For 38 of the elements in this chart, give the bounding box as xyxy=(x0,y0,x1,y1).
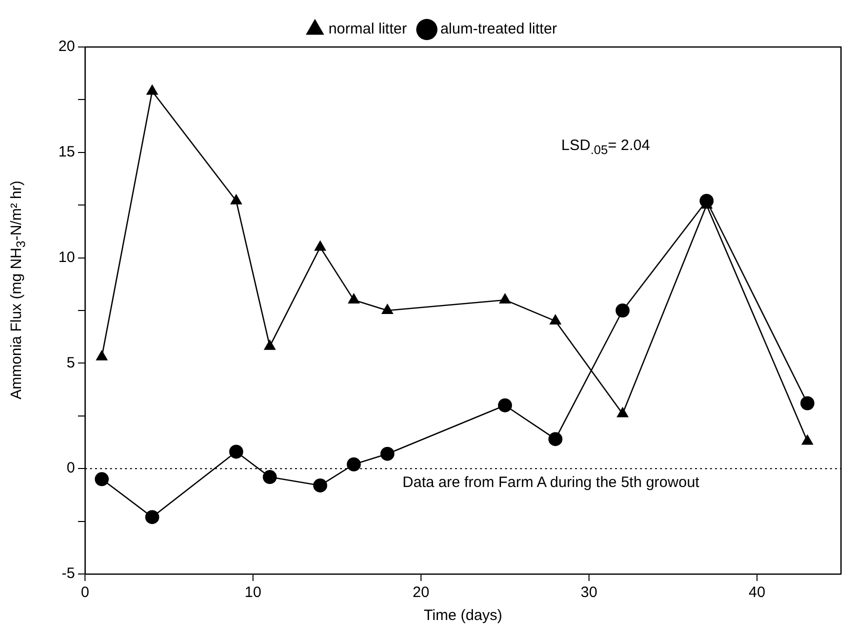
point xyxy=(94,472,109,486)
y-tick-label: 15 xyxy=(58,144,75,161)
point xyxy=(380,446,394,461)
point xyxy=(801,434,814,445)
legend-label: normal litter xyxy=(328,20,407,38)
point xyxy=(230,194,242,204)
point xyxy=(346,457,361,472)
annotation: LSD$_{.05}$= 2.04 xyxy=(561,136,650,157)
point xyxy=(800,396,814,410)
x-tick-label: 40 xyxy=(748,584,766,602)
point xyxy=(549,314,562,325)
point xyxy=(616,304,630,318)
x-tick-label: 30 xyxy=(580,584,598,602)
y-tick-label: 0 xyxy=(66,460,75,477)
point xyxy=(264,339,276,350)
y-tick-label: 5 xyxy=(66,354,75,372)
x-tick-label: 0 xyxy=(80,584,90,602)
y-tick-label: 20 xyxy=(58,38,75,56)
x-tick-label: 10 xyxy=(244,584,262,602)
legend-label: alum-treated litter xyxy=(440,20,558,38)
point xyxy=(498,398,512,412)
point xyxy=(314,240,326,251)
point xyxy=(616,406,629,418)
y-tick-label: -5 xyxy=(62,565,75,582)
point xyxy=(548,432,562,446)
point xyxy=(348,292,360,304)
point xyxy=(381,304,394,314)
y-tick-label: 10 xyxy=(58,248,75,266)
point xyxy=(498,292,512,304)
point xyxy=(229,444,244,459)
point xyxy=(145,510,160,524)
point xyxy=(146,84,158,95)
annotation: Data are from Farm A during the 5th growout xyxy=(402,474,700,491)
point xyxy=(262,470,277,484)
point xyxy=(313,478,328,492)
point xyxy=(96,350,108,360)
x-tick-label: 20 xyxy=(412,584,430,602)
x-axis-title: Time (days) xyxy=(424,607,502,624)
